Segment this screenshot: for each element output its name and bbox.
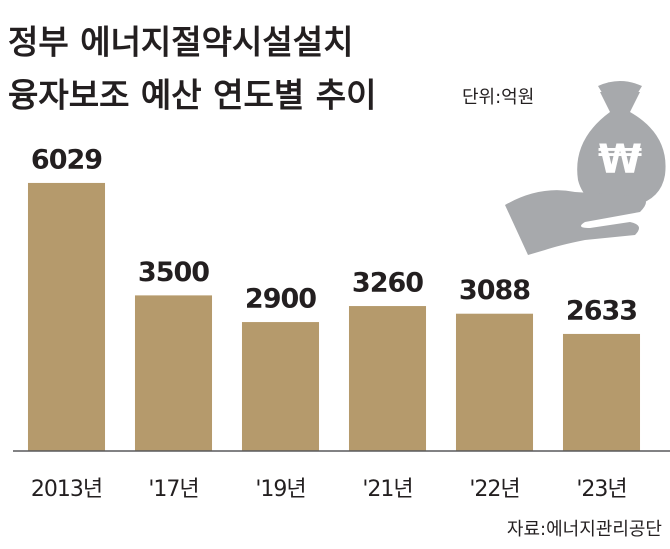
chart-title: 정부 에너지절약시설설치 [8, 23, 353, 62]
x-tick-label: '17년 [148, 477, 198, 502]
data-label: 2900 [245, 284, 316, 315]
bar [562, 333, 641, 451]
x-tick-label: '23년 [576, 477, 626, 502]
data-label: 6029 [31, 144, 102, 175]
bar [241, 322, 320, 451]
bar [348, 306, 427, 451]
data-label: 3088 [459, 275, 530, 306]
source: 자료:에너지관리공단 [507, 519, 662, 540]
data-label: 2633 [566, 295, 637, 326]
bar [455, 313, 534, 451]
chart-title: 융자보조 예산 연도별 추이 [8, 76, 376, 115]
money-bag-icon: ₩ [505, 81, 666, 255]
unit-label: 단위:억원 [462, 87, 534, 108]
svg-text:₩: ₩ [598, 137, 642, 183]
x-tick-label: 2013년 [31, 477, 102, 502]
bar [27, 182, 106, 451]
x-tick-label: '22년 [469, 477, 519, 502]
x-tick-label: '21년 [362, 477, 412, 502]
bar [134, 295, 213, 451]
data-label: 3260 [352, 268, 423, 299]
x-tick-label: '19년 [255, 477, 305, 502]
data-label: 3500 [138, 257, 209, 288]
